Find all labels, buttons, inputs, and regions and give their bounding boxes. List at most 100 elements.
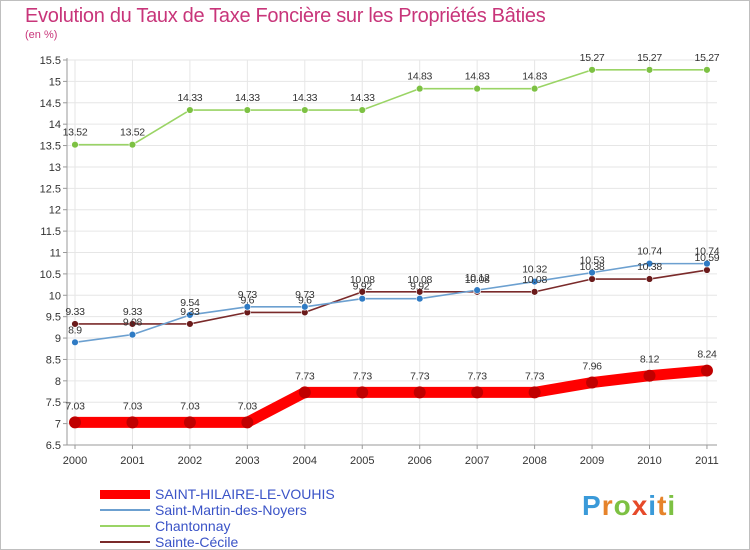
data-point (416, 84, 424, 93)
x-tick-label: 2005 (350, 455, 374, 467)
data-label: 10.38 (580, 261, 605, 273)
y-tick-label: 6.5 (46, 440, 61, 452)
data-point (528, 386, 541, 399)
x-tick-label: 2003 (235, 455, 259, 467)
data-label: 7.03 (65, 400, 85, 412)
y-tick-label: 10.5 (40, 269, 61, 281)
logo-letter: i (648, 490, 658, 521)
y-tick-label: 10 (49, 290, 61, 302)
data-label: 10.08 (465, 274, 490, 286)
legend-swatch (100, 541, 150, 543)
data-point (645, 275, 654, 283)
legend-label: Saint-Martin-des-Noyers (155, 502, 307, 518)
data-point (703, 66, 711, 74)
logo-letter: i (667, 490, 677, 521)
data-label: 10.12 (465, 272, 490, 284)
y-tick-label: 12.5 (40, 183, 61, 195)
data-point (128, 141, 137, 149)
data-label: 10.38 (637, 261, 662, 273)
y-tick-label: 9.5 (46, 312, 61, 324)
data-label: 15.27 (695, 52, 720, 64)
legend-swatch (100, 525, 150, 527)
series-line-3 (74, 269, 708, 325)
data-label: 8.9 (68, 324, 82, 336)
line-chart: 6.577.588.599.51010.51111.51212.51313.51… (40, 52, 721, 467)
data-point (126, 416, 139, 429)
data-point (530, 84, 539, 93)
data-label: 8.12 (640, 354, 660, 366)
x-tick-label: 2000 (63, 455, 87, 467)
data-point (358, 295, 366, 303)
logo-letter: x (631, 490, 649, 521)
data-label: 7.73 (468, 370, 488, 382)
data-label: 10.08 (350, 274, 375, 286)
legend-label: SAINT-HILAIRE-LE-VOUHIS (155, 486, 335, 502)
data-label: 10.53 (580, 255, 605, 267)
y-tick-label: 11.5 (40, 226, 61, 238)
x-tick-label: 2010 (637, 455, 661, 467)
data-point (186, 320, 194, 328)
data-label: 9.33 (123, 306, 143, 318)
y-tick-label: 9 (55, 333, 61, 345)
x-tick-label: 2008 (522, 455, 546, 467)
data-label: 9.54 (180, 297, 200, 309)
data-label: 10.74 (695, 246, 720, 258)
data-label: 7.96 (582, 361, 602, 373)
y-tick-label: 11 (50, 248, 61, 260)
y-tick-label: 15.5 (40, 55, 61, 67)
legend-swatch (100, 489, 150, 499)
y-tick-label: 7 (55, 419, 61, 431)
data-point (71, 320, 79, 328)
data-label: 9.73 (238, 289, 258, 301)
data-label: 9.92 (353, 281, 373, 293)
series-line-1 (74, 262, 708, 344)
data-label: 9.73 (295, 289, 315, 301)
x-tick-label: 2002 (178, 455, 202, 467)
data-label: 14.83 (522, 71, 547, 83)
y-tick-label: 13 (49, 162, 61, 174)
data-label: 7.73 (353, 370, 373, 382)
data-label: 9.92 (410, 281, 430, 293)
data-label: 9.08 (123, 317, 143, 329)
data-point (588, 66, 596, 74)
data-label: 13.52 (63, 127, 88, 139)
data-point (356, 386, 369, 399)
y-tick-label: 14.5 (40, 98, 61, 110)
proxiti-logo: Proxiti (582, 490, 676, 522)
data-point (128, 330, 137, 339)
data-point (588, 268, 596, 277)
data-point (69, 416, 81, 429)
data-point (645, 66, 654, 74)
data-label: 10.08 (522, 274, 547, 286)
data-label: 7.03 (123, 400, 143, 412)
data-point (643, 369, 656, 382)
data-label: 7.03 (180, 400, 200, 412)
data-label: 7.73 (295, 370, 315, 382)
data-point (588, 275, 596, 283)
data-point (358, 106, 366, 114)
y-tick-label: 8 (55, 376, 61, 388)
y-tick-label: 12 (49, 205, 61, 217)
y-unit-label: (en %) (25, 29, 58, 41)
y-tick-label: 15 (49, 76, 61, 88)
x-tick-label: 2004 (293, 455, 317, 467)
logo-letter: P (582, 490, 602, 521)
data-label: 9.33 (65, 306, 85, 318)
data-point (700, 364, 713, 377)
data-point (703, 266, 711, 274)
y-tick-label: 13.5 (40, 141, 61, 153)
data-label: 7.73 (525, 370, 545, 382)
data-point (186, 311, 194, 319)
data-label: 14.33 (178, 92, 203, 104)
data-label: 10.08 (407, 274, 432, 286)
x-tick-label: 2011 (695, 455, 719, 467)
data-point (71, 338, 79, 347)
data-point (416, 295, 424, 303)
data-point (645, 259, 654, 268)
data-label: 10.32 (522, 264, 547, 276)
data-label: 10.59 (695, 252, 720, 264)
y-tick-label: 7.5 (46, 397, 61, 409)
chart-title: Evolution du Taux de Taxe Foncière sur l… (25, 5, 546, 27)
legend-label: Sainte-Cécile (155, 534, 239, 550)
